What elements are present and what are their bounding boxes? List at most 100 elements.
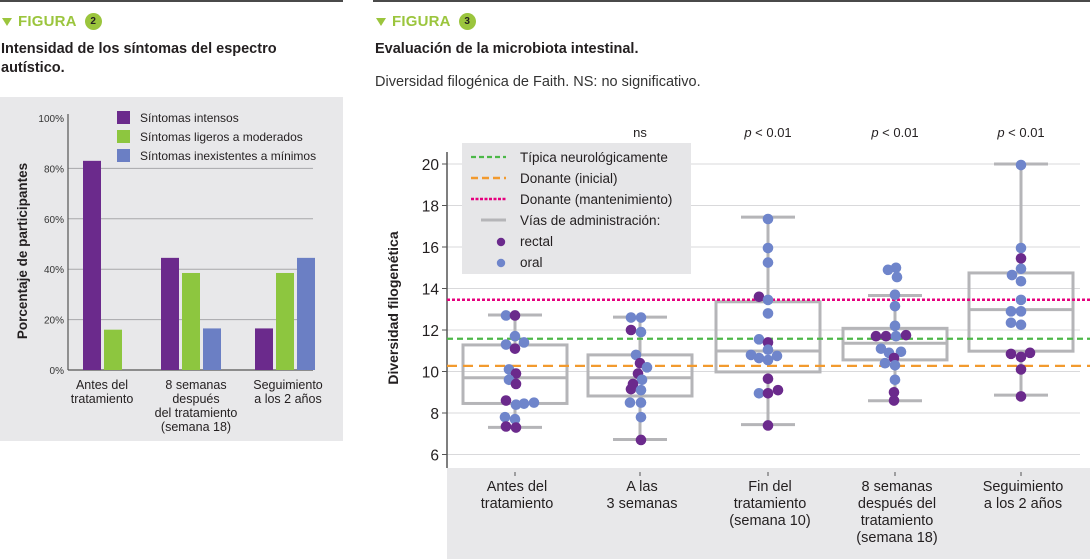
figure3-label: FIGURA 3: [376, 13, 476, 30]
x-tick-label: Seguimiento: [253, 378, 323, 392]
legend-label: Vías de administración:: [520, 213, 660, 228]
data-point-oral: [762, 294, 774, 306]
y-tick-label: 20: [422, 157, 440, 174]
legend-label: Donante (inicial): [520, 171, 618, 186]
legend-label: oral: [520, 255, 543, 270]
data-point-oral: [500, 310, 512, 321]
data-point-oral: [636, 374, 648, 386]
data-point-rectal: [1015, 351, 1027, 363]
legend-swatch: [117, 130, 130, 143]
data-point-rectal: [625, 383, 637, 395]
x-tick-label: 3 semanas: [607, 496, 678, 512]
data-point-oral: [753, 387, 765, 399]
data-point-oral: [891, 271, 903, 283]
data-point-oral: [635, 326, 647, 338]
data-point-oral: [875, 343, 887, 354]
data-point-oral: [1015, 294, 1027, 306]
x-tick-label: después: [172, 392, 219, 406]
data-point-rectal: [772, 384, 784, 396]
bar-inexistentes: [203, 328, 221, 370]
x-tick-label: tratamiento: [71, 392, 134, 406]
y-tick-label: 40%: [44, 265, 64, 276]
data-point-oral: [518, 337, 530, 348]
figure2-top-rule: [0, 0, 343, 2]
data-point-oral: [889, 289, 901, 301]
figure2-label: FIGURA 2: [2, 13, 102, 30]
data-point-rectal: [1015, 253, 1027, 264]
legend-background: [462, 143, 691, 274]
y-tick-label: 0%: [50, 366, 65, 377]
x-tick-label: a los 2 años: [984, 496, 1062, 512]
figure3-subtitle: Diversidad filogénica de Faith. NS: no s…: [375, 74, 701, 90]
x-tick-label: (semana 18): [161, 420, 231, 434]
data-point-oral: [879, 357, 891, 369]
data-point-oral: [1015, 263, 1027, 275]
data-point-rectal: [1024, 347, 1036, 359]
data-point-rectal: [762, 387, 774, 399]
data-point-oral: [510, 399, 522, 411]
data-point-oral: [1006, 269, 1018, 281]
y-tick-label: 80%: [44, 164, 64, 175]
data-point-rectal: [762, 337, 774, 348]
significance-label: p < 0.01: [996, 125, 1044, 140]
figure2-title: Intensidad de los síntomas del espectro …: [1, 41, 277, 76]
y-tick-label: 16: [422, 240, 439, 257]
data-point-rectal: [1005, 348, 1017, 360]
data-point-oral: [630, 349, 642, 361]
data-point-oral: [895, 346, 907, 358]
y-axis-label: Diversidad filogenética: [385, 231, 401, 384]
data-point-oral: [889, 359, 901, 371]
legend-label: Síntomas inexistentes a mínimos: [140, 149, 316, 163]
figure3-number-badge: 3: [458, 13, 476, 30]
bar-intensos: [255, 328, 273, 370]
x-tick-label: (semana 18): [856, 530, 937, 546]
bar-ligeros: [276, 272, 294, 370]
data-point-oral: [882, 264, 894, 276]
y-tick-label: 10: [422, 365, 440, 382]
x-tick-label: a los 2 años: [254, 392, 321, 406]
data-point-rectal: [870, 330, 882, 342]
triangle-down-icon: [376, 17, 386, 26]
figure3-axis-band: [447, 468, 1090, 559]
y-tick-label: 6: [430, 448, 439, 465]
bar-ligeros: [104, 329, 122, 370]
data-point-rectal: [762, 373, 774, 385]
data-point-oral: [528, 397, 540, 408]
data-point-oral: [890, 262, 902, 274]
data-point-oral: [509, 413, 521, 425]
data-point-oral: [762, 308, 774, 319]
data-point-oral: [1015, 275, 1027, 287]
data-point-oral: [889, 300, 901, 312]
bar-intensos: [83, 160, 101, 370]
legend-swatch: [117, 111, 130, 124]
data-point-rectal: [880, 330, 892, 342]
x-tick-label: Antes del: [76, 378, 128, 392]
legend-label: Síntomas ligeros a moderados: [140, 130, 303, 144]
data-point-oral: [889, 320, 901, 332]
data-point-rectal: [510, 378, 522, 390]
bar-inexistentes: [297, 257, 315, 370]
significance-label: p < 0.01: [743, 125, 791, 140]
figure3-title: Evaluación de la microbiota intestinal.: [375, 41, 639, 57]
y-tick-label: 8: [430, 406, 439, 423]
x-tick-label: 8 semanas: [165, 378, 226, 392]
legend-swatch: [117, 149, 130, 162]
data-point-oral: [771, 350, 783, 362]
data-point-rectal: [1015, 364, 1027, 375]
data-point-oral: [889, 374, 901, 386]
data-point-oral: [624, 397, 636, 408]
x-tick-label: 8 semanas: [862, 479, 933, 495]
data-point-rectal: [888, 395, 900, 406]
data-point-oral: [1015, 319, 1027, 331]
data-point-oral: [1015, 242, 1027, 254]
data-point-rectal: [510, 422, 522, 433]
bar-ligeros: [182, 272, 200, 370]
legend-label: Típica neurológicamente: [520, 150, 668, 165]
data-point-oral: [635, 312, 647, 323]
legend-marker-rectal: [496, 237, 506, 247]
x-tick-label: Fin del: [748, 479, 792, 495]
data-point-oral: [753, 334, 765, 345]
data-point-oral: [753, 352, 765, 364]
data-point-rectal: [509, 310, 521, 321]
